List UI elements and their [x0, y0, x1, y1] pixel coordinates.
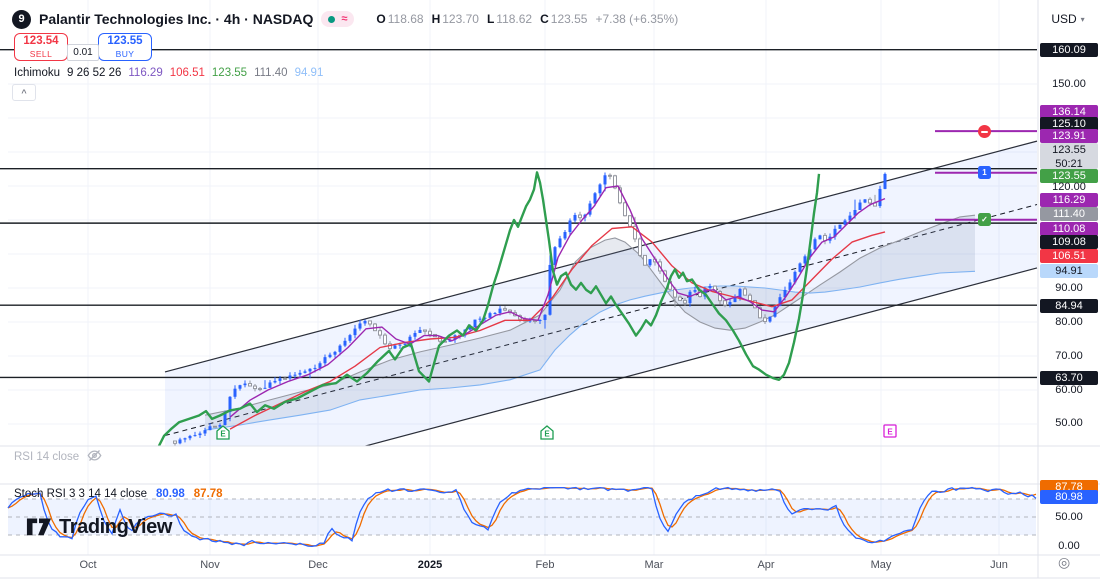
buy-price: 123.55: [107, 34, 143, 47]
eye-off-icon[interactable]: [87, 449, 102, 465]
price-axis-label: 120.00: [1052, 181, 1086, 193]
kijun-value: 106.51: [169, 67, 205, 79]
symbol-exchange: NASDAQ: [252, 11, 314, 27]
rsi-pane-legend[interactable]: RSI 14 close: [14, 449, 102, 465]
time-axis-label: May: [870, 559, 892, 571]
indicator-params: 9 26 52 26: [67, 67, 122, 79]
buy-button[interactable]: 123.55 BUY: [98, 33, 152, 61]
price-axis-label: 111.40: [1040, 207, 1098, 221]
sell-price: 123.54: [23, 34, 59, 47]
buy-label: BUY: [115, 49, 135, 59]
price-axis-label: 160.09: [1040, 43, 1098, 57]
price-axis-label: 0.00: [1058, 540, 1080, 552]
current-price: 123.55: [1052, 144, 1086, 156]
low-value: 118.62: [496, 12, 533, 26]
svg-text:E: E: [544, 430, 550, 439]
chikou-value: 123.55: [211, 67, 248, 79]
currency-selector[interactable]: USD ▾: [1040, 8, 1096, 30]
price-axis-label: 110.08: [1040, 222, 1098, 236]
stoch-rsi-pane-legend[interactable]: Stoch RSI 3 3 14 14 close 80.98 87.78: [14, 488, 223, 500]
price-axis-label: 60.00: [1055, 384, 1083, 396]
symbol-interval: 4h: [223, 11, 241, 27]
indicator-name: Ichimoku: [14, 67, 61, 79]
rsi-label: RSI 14 close: [14, 451, 80, 463]
price-axis-label: 116.29: [1040, 193, 1098, 207]
price-axis-label: 50.00: [1055, 417, 1083, 429]
time-axis-label: 2025: [417, 559, 443, 571]
tradingview-wordmark: TradingView: [59, 516, 173, 538]
stoch-d-value: 87.78: [193, 488, 223, 500]
stoch-k-value: 80.98: [155, 488, 185, 500]
close-label: C: [540, 12, 549, 26]
price-axis-label: 123.91: [1040, 129, 1098, 143]
chevron-down-icon: ▾: [1080, 14, 1085, 24]
time-axis-label: Feb: [535, 559, 555, 571]
scale-settings-gear-icon[interactable]: ◎: [1058, 554, 1071, 570]
alert-number-icon[interactable]: 1: [978, 166, 991, 179]
spread-value: 0.01: [67, 44, 99, 61]
ohlc-readout: O 118.68 H 123.70 L 118.62 C 123.55 +7.38 (+…: [376, 12, 678, 26]
tradingview-watermark[interactable]: TradingView: [26, 513, 172, 542]
bar-countdown: 50:21: [1055, 158, 1083, 170]
ichimoku-legend[interactable]: Ichimoku 9 26 52 26 116.29 106.51 123.55…: [14, 67, 323, 79]
high-label: H: [431, 12, 441, 26]
svg-text:E: E: [887, 428, 893, 437]
time-axis-label: Jun: [990, 559, 1008, 571]
close-value: 123.55: [550, 12, 588, 26]
title-separator: ·: [215, 11, 221, 27]
price-axis-label: 94.91: [1040, 264, 1098, 278]
currency-label: USD: [1051, 12, 1077, 26]
symbol-header: 9 Palantir Technologies Inc. · 4h · NASD…: [12, 9, 678, 29]
change-value: +7.38 (+6.35%): [595, 12, 679, 26]
price-axis-label: 70.00: [1055, 350, 1083, 362]
price-axis-label: 50.00: [1055, 511, 1083, 523]
symbol-logo: 9: [12, 9, 31, 29]
title-separator: ·: [244, 11, 249, 27]
market-open-icon: [328, 15, 336, 23]
price-axis-label: 106.51: [1040, 249, 1098, 263]
symbol-name: Palantir Technologies Inc.: [39, 11, 212, 27]
open-label: O: [376, 12, 386, 26]
alert-check-icon[interactable]: ✓: [978, 213, 991, 226]
price-axis-label: 80.98: [1040, 490, 1098, 504]
price-axis-label: 125.10: [1040, 117, 1098, 131]
low-label: L: [486, 12, 495, 26]
tradingview-logo-icon: [26, 513, 52, 542]
open-value: 118.68: [387, 12, 424, 26]
time-axis-label: Apr: [757, 559, 775, 571]
price-axis-label: 90.00: [1055, 282, 1083, 294]
high-value: 123.70: [442, 12, 479, 26]
time-axis-label: Oct: [79, 559, 97, 571]
price-axis-label: 80.00: [1055, 316, 1083, 328]
time-axis-label: Nov: [200, 559, 220, 571]
svg-text:E: E: [220, 430, 226, 439]
sell-button[interactable]: 123.54 SELL: [14, 33, 68, 61]
price-axis-label: 109.08: [1040, 235, 1098, 249]
price-axis-label: 150.00: [1052, 78, 1086, 90]
price-axis-label: 84.94: [1040, 299, 1098, 313]
price-axis-label: 136.14: [1040, 105, 1098, 119]
time-axis-label: Dec: [308, 559, 328, 571]
senkou-b-value: 94.91: [294, 67, 324, 79]
stoch-rsi-label: Stoch RSI 3 3 14 14 close: [14, 488, 147, 500]
symbol-title[interactable]: Palantir Technologies Inc. · 4h · NASDAQ: [39, 11, 313, 27]
time-axis-label: Mar: [644, 559, 664, 571]
collapse-legend-button[interactable]: ^: [12, 84, 36, 101]
price-axis-label: 63.70: [1040, 371, 1098, 385]
price-axis-label: 123.55 50:21: [1040, 143, 1098, 170]
alert-minus-circle-icon[interactable]: [978, 125, 991, 138]
sell-label: SELL: [29, 49, 53, 59]
senkou-a-value: 111.40: [254, 67, 288, 79]
tenkan-value: 116.29: [128, 67, 163, 79]
price-axis-label: 123.55: [1040, 169, 1098, 183]
market-status-pill[interactable]: ≈: [321, 11, 355, 27]
delayed-data-icon: ≈: [341, 12, 348, 25]
